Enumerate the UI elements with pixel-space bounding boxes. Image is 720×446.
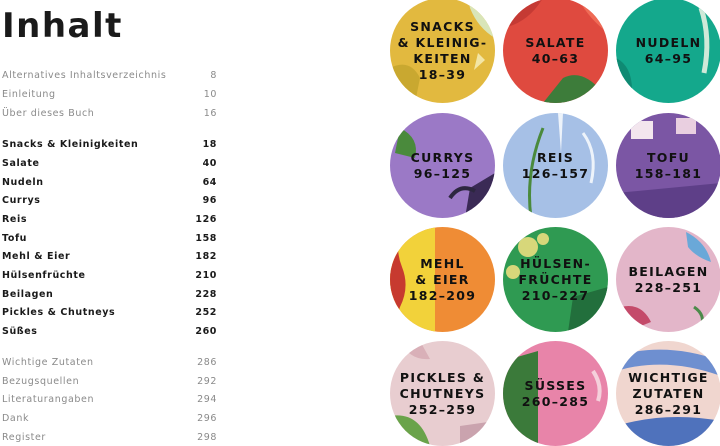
toc-entry-page: 16 [203,108,217,119]
chapter-illustration [616,0,720,103]
toc-entry-page: 64 [202,177,217,188]
chapter-circle-beilagen[interactable]: BEILAGEN 228–251 [616,227,720,332]
chapter-illustration [390,341,495,446]
chapter-label: NUDELN 64–95 [635,34,702,66]
chapter-circle-pickles-chutneys[interactable]: PICKLES & CHUTNEYS 252–259 [390,341,495,446]
chapter-circle-huelsenfruechte[interactable]: HÜLSEN- FRÜCHTE 210–227 [503,227,608,332]
toc-entry-page: 252 [195,307,217,318]
toc-entry-label: Süßes [2,326,38,337]
toc-entry-page: 228 [195,289,217,300]
toc-entry-label: Reis [2,214,28,225]
toc-entry-page: 292 [197,376,217,387]
toc-entry-currys[interactable]: Currys 96 [2,193,217,209]
chapter-circle-tofu[interactable]: TOFU 158–181 [616,113,720,218]
chapter-circle-suesses[interactable]: SÜSSES 260–285 [503,341,608,446]
chapter-illustration [503,113,608,218]
toc-entry-huelsenfruechte[interactable]: Hülsenfrüchte 210 [2,268,217,284]
chapter-illustration [390,227,495,332]
toc-entry-label: Über dieses Buch [2,108,95,119]
toc-entry-page: 210 [195,270,217,281]
toc-entry-salate[interactable]: Salate 40 [2,156,217,172]
toc-entry-page: 40 [202,158,217,169]
toc-entry-label: Nudeln [2,177,44,188]
toc-entry-reis[interactable]: Reis 126 [2,212,217,228]
toc-entry-tofu[interactable]: Tofu 158 [2,231,217,247]
chapter-label: SÜSSES 260–285 [521,377,590,409]
toc-entry-mehl-eier[interactable]: Mehl & Eier 182 [2,249,217,265]
toc-entry-pickles-chutneys[interactable]: Pickles & Chutneys 252 [2,305,217,321]
toc-entry-wichtige-zutaten[interactable]: Wichtige Zutaten 286 [2,355,217,371]
toc-entry-label: Register [2,432,46,443]
toc-entry-label: Literaturangaben [2,394,95,405]
chapter-label: MEHL & EIER 182–209 [408,255,477,303]
chapter-circle-grid: SNACKS & KLEINIG- KEITEN 18–39 SALATE 40–63 … [388,0,720,446]
toc-entry-label: Tofu [2,233,28,244]
chapter-circle-snacks[interactable]: SNACKS & KLEINIG- KEITEN 18–39 [390,0,495,103]
chapter-label: SNACKS & KLEINIG- KEITEN 18–39 [397,18,488,82]
chapter-label: SALATE 40–63 [525,34,586,66]
toc-entry-ueber-dieses-buch[interactable]: Über dieses Buch 16 [2,106,217,122]
toc-entry-page: 298 [197,432,217,443]
toc-entry-page: 18 [202,139,217,150]
chapter-circle-salate[interactable]: SALATE 40–63 [503,0,608,103]
toc-entry-label: Einleitung [2,89,56,100]
toc-entry-label: Hülsenfrüchte [2,270,86,281]
chapter-label: TOFU 158–181 [634,149,703,181]
chapter-label: WICHTIGE ZUTATEN 286–291 [628,369,709,417]
toc-entry-nudeln[interactable]: Nudeln 64 [2,175,217,191]
chapter-illustration [390,0,495,103]
toc-entry-label: Bezugsquellen [2,376,80,387]
toc-entry-beilagen[interactable]: Beilagen 228 [2,287,217,303]
chapter-circle-wichtige-zutaten[interactable]: WICHTIGE ZUTATEN 286–291 [616,341,720,446]
chapter-illustration [503,0,608,103]
page-title: Inhalt [2,6,123,46]
toc-entry-label: Beilagen [2,289,54,300]
chapter-label: BEILAGEN 228–251 [628,263,709,295]
toc-entry-bezugsquellen[interactable]: Bezugsquellen 292 [2,374,217,390]
toc-entry-page: 294 [197,394,217,405]
toc-entry-page: 96 [202,195,217,206]
toc-entry-register[interactable]: Register 298 [2,430,217,446]
toc-entry-label: Snacks & Kleinigkeiten [2,139,139,150]
toc-entry-page: 296 [197,413,217,424]
chapter-label: REIS 126–157 [521,149,590,181]
chapter-illustration [503,341,608,446]
toc-entry-page: 286 [197,357,217,368]
chapter-label: HÜLSEN- FRÜCHTE 210–227 [518,255,593,303]
chapter-illustration [503,227,608,332]
toc-entry-snacks[interactable]: Snacks & Kleinigkeiten 18 [2,137,217,153]
toc-entry-page: 8 [210,70,217,81]
toc-entry-label: Dank [2,413,30,424]
toc-entry-label: Alternatives Inhaltsverzeichnis [2,70,167,81]
chapter-circle-currys[interactable]: CURRYS 96–125 [390,113,495,218]
chapter-illustration [616,341,720,446]
chapter-circle-reis[interactable]: REIS 126–157 [503,113,608,218]
chapter-circle-mehl-eier[interactable]: MEHL & EIER 182–209 [390,227,495,332]
chapter-label: PICKLES & CHUTNEYS 252–259 [399,369,486,417]
chapter-illustration [390,113,495,218]
toc-entry-page: 260 [195,326,217,337]
toc-entry-suesses[interactable]: Süßes 260 [2,324,217,340]
toc-entry-label: Salate [2,158,40,169]
toc-entry-einleitung[interactable]: Einleitung 10 [2,87,217,103]
chapter-illustration [616,227,720,332]
chapter-circle-nudeln[interactable]: NUDELN 64–95 [616,0,720,103]
toc-entry-label: Wichtige Zutaten [2,357,94,368]
toc-entry-page: 10 [203,89,217,100]
toc-entry-literaturangaben[interactable]: Literaturangaben 294 [2,392,217,408]
toc-entry-alternatives-inhaltsverzeichnis[interactable]: Alternatives Inhaltsverzeichnis 8 [2,68,217,84]
toc-entry-page: 126 [195,214,217,225]
toc-entry-label: Mehl & Eier [2,251,71,262]
toc-entry-label: Pickles & Chutneys [2,307,116,318]
toc-entry-label: Currys [2,195,41,206]
chapter-illustration [616,113,720,218]
toc-entry-page: 182 [195,251,217,262]
toc-entry-page: 158 [195,233,217,244]
chapter-label: CURRYS 96–125 [410,149,475,181]
toc-entry-dank[interactable]: Dank 296 [2,411,217,427]
